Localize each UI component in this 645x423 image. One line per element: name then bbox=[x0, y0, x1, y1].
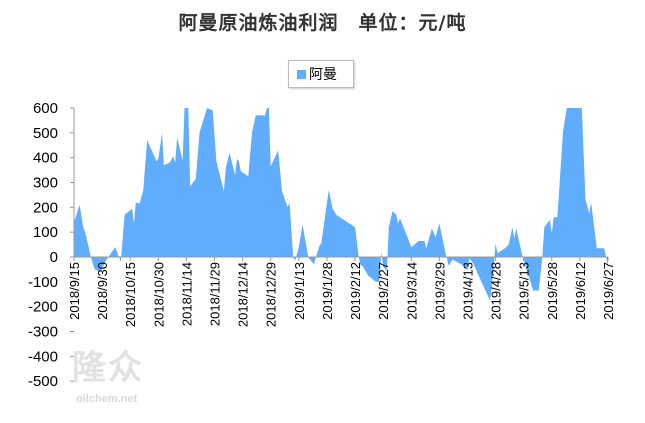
y-tick-label: -400 bbox=[28, 348, 58, 365]
y-tick-label: 300 bbox=[33, 175, 58, 192]
x-tick-label: 2019/5/28 bbox=[545, 262, 560, 320]
x-tick-label: 2018/10/15 bbox=[123, 262, 138, 327]
legend-swatch bbox=[297, 69, 306, 79]
x-tick-label: 2018/10/30 bbox=[151, 262, 166, 327]
watermark-logo: 隆众 oilchem.net bbox=[72, 348, 192, 410]
x-tick-label: 2019/3/29 bbox=[432, 262, 447, 320]
y-tick-label: 600 bbox=[33, 100, 58, 117]
watermark-cn: 隆众 bbox=[72, 349, 144, 387]
y-tick-label: 500 bbox=[33, 125, 58, 142]
x-tick-label: 2019/2/12 bbox=[348, 262, 363, 320]
y-tick-label: 400 bbox=[33, 150, 58, 167]
legend: 阿曼 bbox=[288, 60, 354, 88]
chart-title: 阿曼原油炼油利润 单位：元/吨 bbox=[178, 12, 467, 34]
x-tick-label: 2019/1/13 bbox=[292, 262, 307, 320]
legend-label: 阿曼 bbox=[309, 66, 337, 82]
x-tick-label: 2018/9/15 bbox=[67, 262, 82, 320]
x-tick-label: 2019/4/28 bbox=[489, 262, 504, 320]
y-tick-label: -100 bbox=[28, 274, 58, 291]
x-tick-label: 2019/1/28 bbox=[320, 262, 335, 320]
y-tick-label: -200 bbox=[28, 299, 58, 316]
x-tick-label: 2018/9/30 bbox=[95, 262, 110, 320]
x-tick-label: 2018/12/14 bbox=[236, 262, 251, 327]
x-tick-label: 2018/11/14 bbox=[179, 262, 194, 326]
y-tick-label: 200 bbox=[33, 199, 58, 216]
x-tick-label: 2019/6/27 bbox=[601, 262, 616, 320]
x-tick-label: 2019/3/14 bbox=[404, 262, 419, 320]
x-tick-label: 2019/4/13 bbox=[460, 262, 475, 320]
x-tick-label: 2018/11/29 bbox=[208, 262, 223, 326]
y-tick-label: -500 bbox=[28, 373, 58, 390]
x-tick-label: 2018/12/29 bbox=[264, 262, 279, 327]
series-area-aman bbox=[74, 108, 608, 301]
watermark-en: oilchem.net bbox=[76, 393, 138, 405]
x-tick-label: 2019/6/12 bbox=[573, 262, 588, 320]
y-tick-label: 0 bbox=[50, 249, 58, 266]
x-tick-label: 2019/2/27 bbox=[376, 262, 391, 320]
y-tick-label: -300 bbox=[28, 324, 58, 341]
y-tick-label: 100 bbox=[33, 224, 58, 241]
x-tick-label: 2019/5/13 bbox=[517, 262, 532, 320]
